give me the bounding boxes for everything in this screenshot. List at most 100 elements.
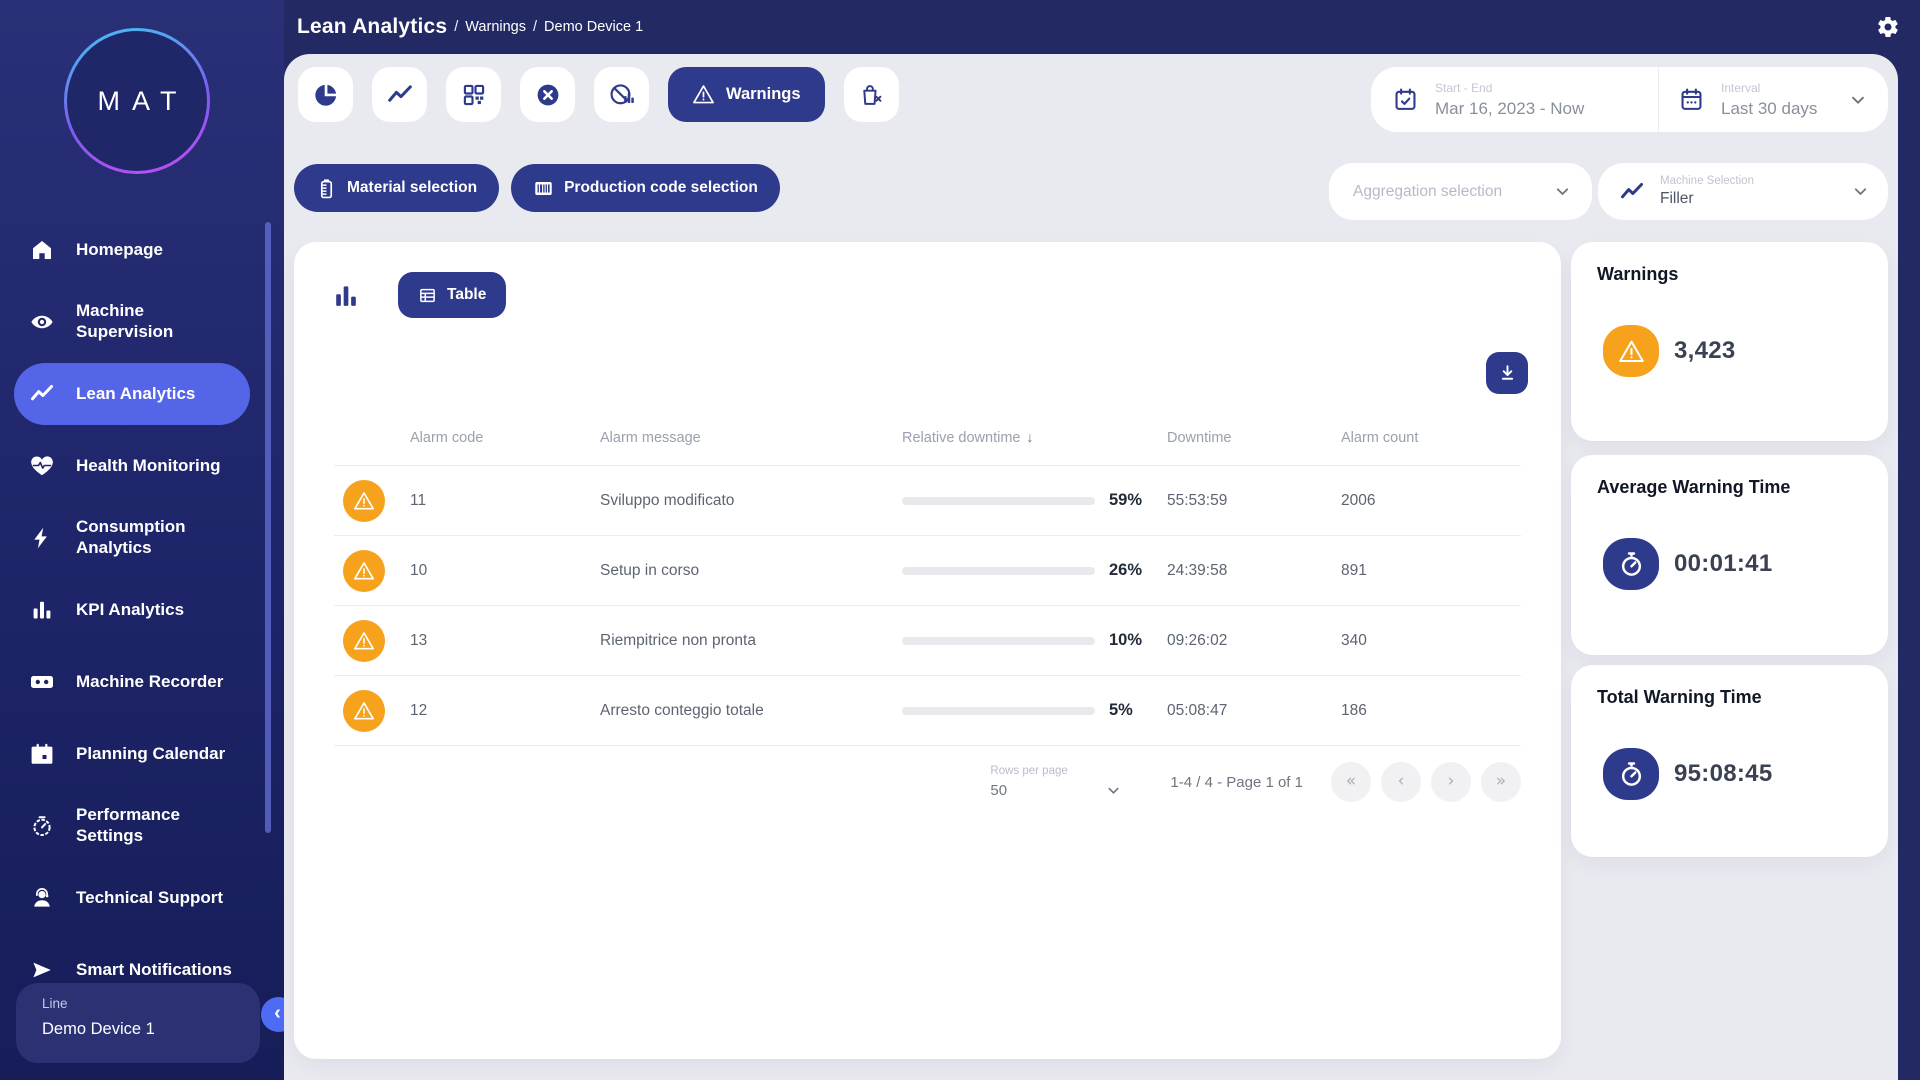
alarm-count-cell: 340	[1341, 631, 1367, 649]
calendar-check-icon	[1393, 87, 1418, 112]
column-header-alarm-message[interactable]: Alarm message	[600, 429, 701, 446]
gear-icon[interactable]	[1876, 15, 1900, 39]
interval-value: Last 30 days	[1721, 98, 1818, 118]
qr-code-view-button[interactable]	[446, 67, 501, 122]
bag-x-view-button[interactable]	[843, 67, 899, 122]
table-view-toggle-button[interactable]: Table	[398, 272, 507, 318]
alarm-count-cell: 891	[1341, 561, 1367, 579]
downtime-percent: 10%	[1109, 631, 1143, 649]
sidebar-item-health-monitoring[interactable]: Health Monitoring	[0, 430, 284, 502]
table-row: 10 Setup in corso 26% 24:39:58 891	[334, 535, 1521, 605]
warning-triangle-icon	[692, 83, 715, 106]
next-page-button[interactable]: ›	[1431, 762, 1471, 802]
sidebar-item-planning-calendar[interactable]: Planning Calendar	[0, 718, 284, 790]
warning-badge	[343, 689, 385, 732]
previous-page-button[interactable]: ‹	[1381, 762, 1421, 802]
stops-view-button[interactable]	[520, 67, 575, 122]
device-name: Demo Device 1	[42, 1020, 155, 1038]
sidebar-item-smart-notifications[interactable]: Smart Notifications	[0, 934, 284, 1006]
alarm-message-cell: Arresto conteggio totale	[600, 701, 764, 719]
table-view-label: Table	[447, 286, 487, 303]
warnings-view-button[interactable]: Warnings	[668, 67, 825, 122]
column-header-alarm-code[interactable]: Alarm code	[410, 429, 484, 446]
sidebar: MAT Homepage Machine Supervision Lean An…	[0, 0, 284, 1080]
trend-icon	[387, 82, 413, 108]
relative-downtime-cell: 5%	[902, 701, 1167, 720]
warnings-summary-card: Warnings 3,423	[1571, 242, 1888, 441]
machine-selection-label: Machine Selection	[1660, 175, 1754, 187]
chevron-down-icon	[1105, 782, 1122, 799]
sidebar-nav: Homepage Machine Supervision Lean Analyt…	[0, 214, 284, 1006]
alarm-message-cell: Setup in corso	[600, 561, 700, 579]
aggregation-selector[interactable]: Aggregation selection	[1329, 163, 1592, 220]
alarm-code-cell: 10	[410, 561, 428, 579]
pie-chart-view-button[interactable]	[298, 67, 353, 122]
sidebar-item-lean-analytics[interactable]: Lean Analytics	[14, 363, 250, 425]
table-body: 11 Sviluppo modificato 59% 55:53:59 2006…	[334, 465, 1521, 746]
no-data-view-button[interactable]	[594, 67, 649, 122]
relative-downtime-cell: 59%	[902, 491, 1167, 510]
table-icon	[418, 286, 437, 305]
warning-triangle-badge	[1603, 325, 1659, 377]
x-circle-icon	[535, 82, 561, 108]
brand-logo: MAT	[64, 28, 210, 174]
column-header-downtime[interactable]: Downtime	[1167, 429, 1232, 446]
sidebar-item-kpi-analytics[interactable]: KPI Analytics	[0, 574, 284, 646]
material-jar-icon	[316, 178, 337, 199]
sidebar-item-label: KPI Analytics	[76, 599, 185, 619]
total-warning-time-value: 95:08:45	[1674, 760, 1773, 787]
rows-per-page-label: Rows per page	[990, 765, 1068, 777]
sidebar-item-machine-supervision[interactable]: Machine Supervision	[0, 286, 284, 358]
downtime-bar-track	[902, 496, 1095, 505]
warnings-table-card: Table Alarm code Alarm message Relative …	[294, 242, 1561, 1059]
table-row: 13 Riempitrice non pronta 10% 09:26:02 3…	[334, 605, 1521, 675]
start-end-selector[interactable]: Start - End Mar 16, 2023 - Now	[1371, 67, 1659, 132]
trend-view-button[interactable]	[372, 67, 427, 122]
alarm-message-cell: Riempitrice non pronta	[600, 631, 756, 649]
breadcrumb-device: Demo Device 1	[544, 19, 644, 35]
first-page-button[interactable]: «	[1331, 762, 1371, 802]
machine-selector[interactable]: Machine Selection Filler	[1598, 163, 1888, 220]
last-page-button[interactable]: »	[1481, 762, 1521, 802]
summary-card-title: Average Warning Time	[1597, 477, 1791, 497]
sidebar-item-homepage[interactable]: Homepage	[0, 214, 284, 286]
breadcrumb-section: Warnings	[465, 19, 526, 35]
downtime-bar-track	[902, 636, 1095, 645]
downtime-percent: 59%	[1109, 491, 1143, 509]
material-selection-button[interactable]: Material selection	[294, 164, 500, 212]
sidebar-scrollbar[interactable]	[265, 222, 271, 833]
chart-view-toggle-button[interactable]	[332, 282, 360, 310]
rows-per-page-select[interactable]: Rows per page 50	[990, 765, 1122, 799]
warnings-view-label: Warnings	[726, 85, 801, 103]
pagination-bar: Rows per page 50 1-4 / 4 - Page 1 of 1 «…	[334, 747, 1521, 817]
eye-icon	[30, 310, 54, 334]
interval-selector[interactable]: Interval Last 30 days	[1659, 67, 1888, 132]
production-code-selection-button[interactable]: Production code selection	[511, 164, 780, 212]
no-data-chart-icon	[609, 82, 635, 108]
sidebar-item-consumption-analytics[interactable]: Consumption Analytics	[0, 502, 284, 574]
line-device-card[interactable]: Line Demo Device 1	[16, 983, 260, 1063]
table-header-row: Alarm code Alarm message Relative downti…	[334, 410, 1521, 465]
alarm-code-cell: 12	[410, 701, 428, 719]
table-row: 11 Sviluppo modificato 59% 55:53:59 2006	[334, 465, 1521, 535]
calendar-dots-icon	[1679, 87, 1704, 112]
chevron-left-icon: ‹	[274, 1001, 281, 1024]
download-button[interactable]	[1486, 352, 1528, 394]
start-end-value: Mar 16, 2023 - Now	[1435, 98, 1585, 118]
machine-selection-value: Filler	[1660, 190, 1694, 207]
aggregation-placeholder: Aggregation selection	[1353, 182, 1503, 200]
sidebar-item-technical-support[interactable]: Technical Support	[0, 862, 284, 934]
warning-badge	[343, 479, 385, 522]
chevron-right-icon: ›	[1447, 771, 1455, 791]
gauge-icon	[30, 814, 54, 838]
pagination-range-label: 1-4 / 4 - Page 1 of 1	[1170, 773, 1303, 791]
sidebar-collapse-button[interactable]: ‹	[261, 997, 284, 1032]
column-header-relative-downtime[interactable]: Relative downtime ↓	[902, 429, 1034, 446]
sidebar-item-label: Lean Analytics	[76, 383, 196, 403]
column-header-alarm-count[interactable]: Alarm count	[1341, 429, 1419, 446]
sidebar-item-label: Planning Calendar	[76, 743, 226, 763]
sidebar-item-machine-recorder[interactable]: Machine Recorder	[0, 646, 284, 718]
sidebar-item-performance-settings[interactable]: Performance Settings	[0, 790, 284, 862]
bolt-icon	[30, 526, 54, 550]
breadcrumb-separator: /	[454, 19, 459, 35]
